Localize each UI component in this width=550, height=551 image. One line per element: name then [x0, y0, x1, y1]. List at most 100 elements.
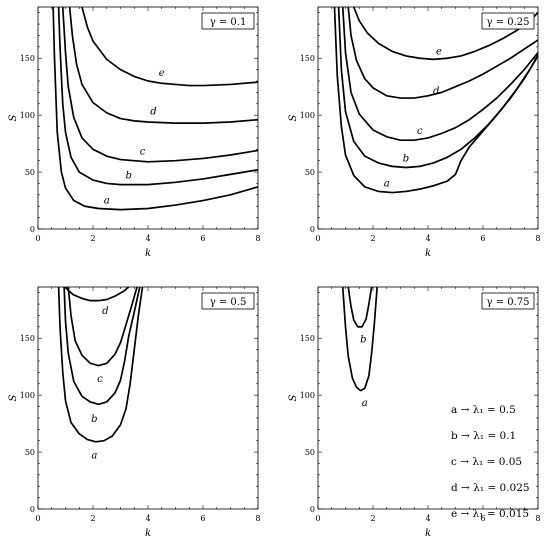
- curve-label-b: b: [126, 170, 132, 181]
- legend: a → λ₁ = 0.5 b → λ₁ = 0.1 c → λ₁ = 0.05 …: [451, 404, 530, 520]
- legend-entry-c: c → λ₁ = 0.05: [451, 456, 522, 468]
- y-tick-label: 50: [305, 168, 315, 177]
- gamma-box: [481, 292, 535, 310]
- curves: [57, 287, 144, 443]
- y-axis-label: S: [288, 394, 299, 401]
- y-tick-label: 150: [20, 334, 35, 343]
- curves: [333, 7, 538, 194]
- curve-a: [341, 287, 378, 392]
- curves: [341, 287, 378, 392]
- x-axis-label: k: [145, 248, 151, 259]
- curve-b: [63, 287, 141, 406]
- y-tick-label: 100: [20, 111, 35, 120]
- y-tick-label: 0: [30, 225, 35, 234]
- y-tick-label: 50: [305, 448, 315, 457]
- x-tick-label: 8: [535, 234, 540, 243]
- curve-e: [352, 7, 538, 61]
- x-tick-label: 2: [370, 514, 375, 523]
- curve-c: [341, 7, 538, 142]
- y-axis-label: S: [288, 114, 299, 121]
- curve-b: [57, 7, 258, 186]
- x-tick-label: 4: [425, 514, 430, 523]
- curve-label-e: e: [436, 46, 442, 57]
- x-tick-label: 0: [35, 514, 40, 523]
- x-tick-label: 0: [315, 514, 320, 523]
- y-tick-label: 50: [25, 168, 35, 177]
- curve-b: [337, 7, 538, 169]
- x-tick-label: 2: [90, 234, 95, 243]
- curve-label-c: c: [140, 147, 146, 158]
- chart-panel-2: 0 2 4 6 8 0 50 100 150 k Sγ = 0.25 a b c d e: [288, 6, 541, 259]
- y-axis-label: S: [8, 114, 19, 121]
- x-tick-label: 2: [370, 234, 375, 243]
- curve-label-d: d: [150, 107, 156, 118]
- x-tick-label: 2: [90, 514, 95, 523]
- y-tick-label: 0: [310, 505, 315, 514]
- curve-label-e: e: [159, 68, 165, 79]
- x-tick-label: 6: [200, 234, 205, 243]
- legend-entry-a: a → λ₁ = 0.5: [451, 404, 516, 416]
- x-tick-label: 8: [255, 234, 260, 243]
- legend-entry-b: b → λ₁ = 0.1: [451, 430, 516, 442]
- curve-c: [67, 287, 138, 367]
- plot-frame: [317, 6, 539, 230]
- curve-label-a: a: [104, 196, 110, 207]
- x-tick-label: 6: [480, 514, 485, 523]
- legend-entry-e: e → λ₁ = 0.015: [451, 508, 529, 520]
- y-tick-label: 150: [20, 54, 35, 63]
- legend-entry-d: d → λ₁ = 0.025: [451, 482, 530, 494]
- curve-label-d: d: [433, 86, 439, 97]
- y-tick-label: 0: [310, 225, 315, 234]
- gamma-label: γ = 0.1: [210, 17, 247, 28]
- curve-a: [57, 287, 144, 443]
- curve-label-a: a: [362, 398, 368, 409]
- curve-c: [61, 7, 258, 163]
- curves: [52, 7, 258, 211]
- gamma-box: [201, 292, 255, 310]
- y-tick-label: 100: [300, 111, 315, 120]
- x-tick-label: 0: [315, 234, 320, 243]
- curve-a: [333, 7, 538, 194]
- chart-panel-1: 0 2 4 6 8 0 50 100 150 k Sγ = 0.1 a b c d e: [8, 6, 261, 259]
- gamma-box: [481, 12, 535, 30]
- x-tick-label: 0: [35, 234, 40, 243]
- curve-label-c: c: [97, 374, 103, 385]
- curve-label-d: d: [102, 306, 108, 317]
- curve-label-a: a: [384, 178, 390, 189]
- curve-e: [81, 7, 258, 87]
- x-tick-label: 4: [425, 234, 430, 243]
- gamma-box: [201, 12, 255, 30]
- curve-d: [347, 7, 538, 99]
- y-tick-label: 0: [30, 505, 35, 514]
- y-axis-label: S: [8, 394, 19, 401]
- y-tick-label: 150: [300, 54, 315, 63]
- curve-a: [52, 7, 258, 211]
- curve-d: [68, 7, 258, 124]
- plot-frame: [317, 286, 539, 510]
- y-tick-label: 100: [20, 391, 35, 400]
- x-tick-label: 6: [480, 234, 485, 243]
- x-tick-label: 4: [145, 234, 150, 243]
- curve-b: [347, 287, 373, 328]
- gamma-label: γ = 0.75: [487, 297, 530, 308]
- curve-d: [64, 287, 130, 302]
- chart-panel-4: 0 2 4 6 8 0 50 100 150 k Sγ = 0.75 a b: [288, 286, 541, 539]
- curve-label-a: a: [91, 450, 97, 461]
- curve-label-b: b: [360, 334, 366, 345]
- x-tick-label: 4: [145, 514, 150, 523]
- y-tick-label: 150: [300, 334, 315, 343]
- chart-panel-3: 0 2 4 6 8 0 50 100 150 k Sγ = 0.5 a b c d: [8, 286, 261, 539]
- curve-label-b: b: [91, 414, 97, 425]
- gamma-label: γ = 0.25: [487, 17, 530, 28]
- gamma-label: γ = 0.5: [210, 297, 247, 308]
- y-tick-label: 100: [300, 391, 315, 400]
- x-tick-label: 8: [255, 514, 260, 523]
- x-axis-label: k: [425, 528, 431, 539]
- curve-label-b: b: [403, 153, 409, 164]
- y-tick-label: 50: [25, 448, 35, 457]
- curve-label-c: c: [417, 126, 423, 137]
- x-axis-label: k: [145, 528, 151, 539]
- x-axis-label: k: [425, 248, 431, 259]
